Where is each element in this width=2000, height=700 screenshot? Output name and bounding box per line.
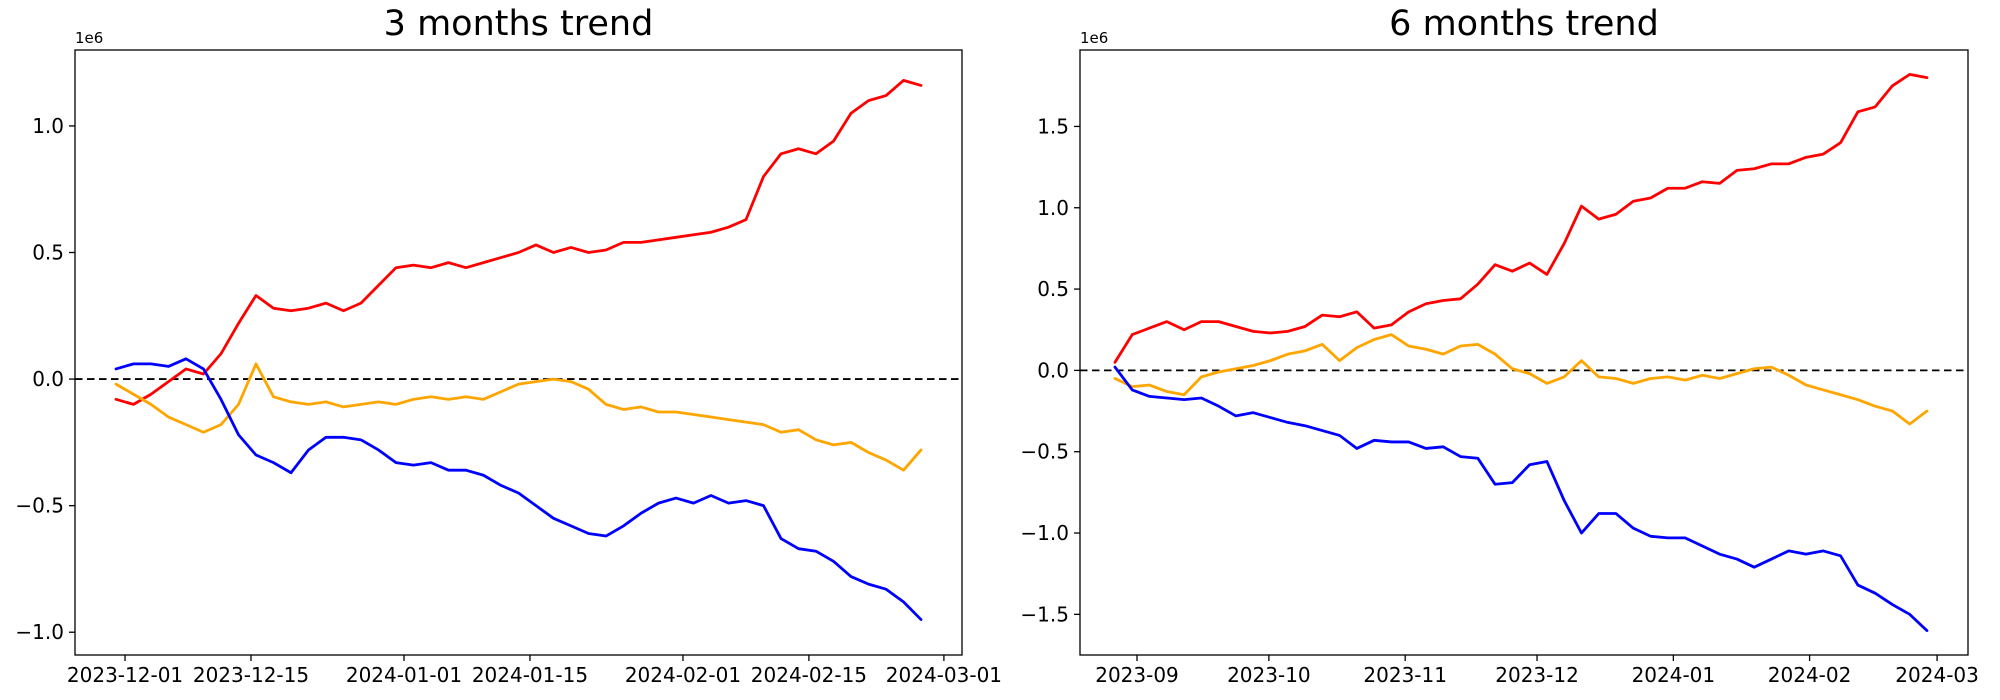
y-tick-label: 0.0	[1037, 358, 1069, 382]
x-tick-label: 2023-10	[1227, 663, 1311, 687]
x-tick-label: 2023-12-15	[193, 663, 309, 687]
x-tick-label: 2023-12	[1495, 663, 1579, 687]
y-axis-scale-label: 1e6	[75, 29, 103, 47]
x-tick-label: 2024-02-01	[625, 663, 741, 687]
y-tick-label: −0.5	[1020, 440, 1069, 464]
y-tick-label: 0.5	[1037, 277, 1069, 301]
x-tick-label: 2024-02-15	[751, 663, 867, 687]
x-tick-label: 2023-12-01	[67, 663, 183, 687]
series-line-orange	[114, 362, 923, 472]
y-tick-label: 0.5	[32, 241, 64, 265]
x-tick-label: 2024-03	[1895, 663, 1979, 687]
y-tick-label: 0.0	[32, 367, 64, 391]
y-tick-label: 1.0	[1037, 196, 1069, 220]
x-tick-label: 2023-09	[1095, 663, 1179, 687]
series-line-orange	[1113, 333, 1929, 426]
y-tick-label: −0.5	[15, 494, 64, 518]
y-tick-label: −1.0	[15, 620, 64, 644]
series-line-blue	[1113, 365, 1929, 632]
series-line-red	[114, 78, 923, 406]
chart-title-3-months-trend: 3 months trend	[383, 4, 654, 44]
y-tick-label: −1.5	[1020, 602, 1069, 626]
axes-box	[1079, 49, 1969, 656]
axes-box	[74, 49, 963, 656]
x-tick-label: 2024-01-15	[472, 663, 588, 687]
x-tick-label: 2024-03-01	[886, 663, 1002, 687]
chart-title-6-months-trend: 6 months trend	[1389, 4, 1659, 44]
series-line-blue	[114, 357, 923, 621]
y-tick-label: 1.5	[1037, 114, 1069, 138]
x-tick-label: 2023-11	[1363, 663, 1447, 687]
x-tick-label: 2024-01	[1632, 663, 1716, 687]
x-tick-label: 2024-01-01	[346, 663, 462, 687]
y-axis-scale-label: 1e6	[1080, 29, 1108, 47]
x-tick-label: 2024-02	[1768, 663, 1852, 687]
y-tick-label: 1.0	[32, 114, 64, 138]
series-line-red	[1113, 73, 1929, 364]
y-tick-label: −1.0	[1020, 521, 1069, 545]
